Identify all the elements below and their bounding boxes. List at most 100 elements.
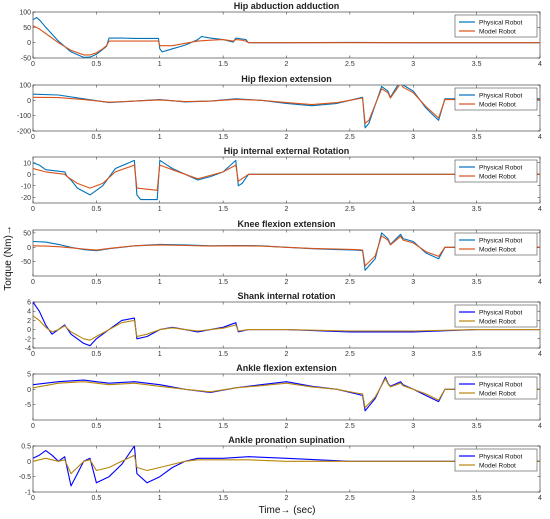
x-tick-label: 2.5 [345, 495, 355, 502]
legend-entry: Model Robot [479, 390, 516, 397]
x-tick-label: 1 [158, 495, 162, 502]
x-tick-label: 2.5 [345, 351, 355, 358]
y-tick-label: 0 [27, 172, 31, 179]
x-tick-label: 0.5 [92, 134, 102, 141]
series-line-2 [33, 25, 540, 56]
x-tick-label: 1.5 [218, 206, 228, 213]
x-tick-label: 1.5 [218, 61, 228, 68]
legend: Physical Robot Model Robot [454, 159, 538, 183]
x-tick-label: 3 [411, 351, 415, 358]
series-line-1 [33, 446, 540, 487]
legend-box [454, 448, 538, 472]
x-tick-label: 0 [31, 495, 35, 502]
subplot-title: Hip abduction adduction [234, 1, 340, 11]
legend-entry: Model Robot [479, 101, 516, 108]
x-tick-label: 4 [538, 495, 542, 502]
x-tick-label: 2.5 [345, 206, 355, 213]
legend-entry: Physical Robot [479, 453, 523, 460]
subplot-title: Ankle pronation supination [228, 435, 345, 445]
y-tick-label: 0.5 [21, 444, 31, 451]
y-tick-label: 6 [27, 300, 31, 307]
legend-entry: Physical Robot [479, 92, 523, 99]
series-line-2 [33, 315, 540, 341]
subplot-4: Knee flexion extension 0 0.5 1 1.5 2 2.5 3 3.5 4 -… [21, 219, 542, 286]
x-tick-label: 3.5 [472, 279, 482, 286]
y-tick-label: 5 [27, 372, 31, 379]
x-tick-label: 3 [411, 495, 415, 502]
series-line-2 [33, 85, 540, 124]
x-tick-label: 3 [411, 423, 415, 430]
x-tick-label: 1.5 [218, 134, 228, 141]
legend: Physical Robot Model Robot [454, 87, 538, 111]
legend-box [454, 159, 538, 183]
x-tick-label: 1 [158, 61, 162, 68]
x-tick-label: 3 [411, 134, 415, 141]
x-tick-label: 2 [285, 134, 289, 141]
subplot-title: Ankle flexion extension [236, 363, 337, 373]
x-tick-label: 1.5 [218, 351, 228, 358]
legend-box [454, 304, 538, 328]
y-tick-label: -100 [17, 113, 31, 120]
subplot-7: Ankle pronation supination 0 0.5 1 1.5 2 2.5 3 3… [19, 435, 542, 502]
x-tick-label: 4 [538, 279, 542, 286]
y-tick-label: -1 [25, 490, 31, 497]
legend-box [454, 232, 538, 256]
legend-box [454, 87, 538, 111]
x-tick-label: 2 [285, 423, 289, 430]
legend: Physical Robot Model Robot [454, 448, 538, 472]
subplot-2: Hip flexion extension 0 0.5 1 1.5 2 2.5 3 3.5 4 -2… [17, 74, 542, 141]
legend-entry: Physical Robot [479, 309, 523, 316]
legend-entry: Physical Robot [479, 381, 523, 388]
x-tick-label: 2 [285, 279, 289, 286]
x-tick-label: 3 [411, 279, 415, 286]
subplot-stack: Hip abduction adduction 0 0.5 1 1.5 2 2.5 3 3.5 4… [17, 1, 542, 502]
figure-xlabel: Time→ (sec) [259, 505, 316, 516]
y-tick-label: 100 [19, 10, 31, 17]
x-tick-label: 0 [31, 351, 35, 358]
y-tick-label: 2 [27, 318, 31, 325]
x-tick-label: 3.5 [472, 61, 482, 68]
x-tick-label: 2 [285, 61, 289, 68]
y-tick-label: -200 [17, 129, 31, 136]
legend-box [454, 14, 538, 38]
series-line-2 [33, 164, 540, 191]
x-tick-label: 3.5 [472, 423, 482, 430]
x-tick-label: 2 [285, 351, 289, 358]
x-tick-label: 3.5 [472, 134, 482, 141]
series-line-1 [33, 16, 540, 58]
figure-ylabel: Torque (Nm)→ [3, 225, 14, 291]
x-tick-label: 3.5 [472, 495, 482, 502]
y-tick-label: 0 [27, 327, 31, 334]
legend: Physical Robot Model Robot [454, 14, 538, 38]
x-tick-label: 3.5 [472, 351, 482, 358]
y-tick-label: 0 [27, 40, 31, 47]
series-line-2 [33, 378, 540, 409]
x-tick-label: 0.5 [92, 61, 102, 68]
x-tick-label: 1 [158, 351, 162, 358]
x-tick-label: 1 [158, 134, 162, 141]
x-tick-label: 0 [31, 206, 35, 213]
legend-entry: Model Robot [479, 246, 516, 253]
x-tick-label: 3.5 [472, 206, 482, 213]
subplot-1: Hip abduction adduction 0 0.5 1 1.5 2 2.5 3 3.5 4… [19, 1, 542, 68]
subplot-6: Ankle flexion extension 0 0.5 1 1.5 2 2.5 3 3.5 4… [25, 363, 542, 430]
x-tick-label: 2.5 [345, 61, 355, 68]
x-tick-label: 2 [285, 206, 289, 213]
x-tick-label: 1.5 [218, 495, 228, 502]
x-tick-label: 1.5 [218, 279, 228, 286]
y-tick-label: 0 [27, 459, 31, 466]
x-tick-label: 0 [31, 279, 35, 286]
subplot-title: Hip flexion extension [241, 74, 332, 84]
y-tick-label: 0 [27, 387, 31, 394]
series-line-2 [33, 454, 540, 475]
y-tick-label: 50 [23, 230, 31, 237]
x-tick-label: 4 [538, 206, 542, 213]
x-tick-label: 0.5 [92, 495, 102, 502]
subplot-title: Hip internal external Rotation [224, 146, 350, 156]
y-tick-label: 0 [27, 98, 31, 105]
x-tick-label: 2.5 [345, 134, 355, 141]
x-tick-label: 4 [538, 61, 542, 68]
x-tick-label: 0.5 [92, 206, 102, 213]
x-tick-label: 4 [538, 351, 542, 358]
y-tick-label: -50 [21, 56, 31, 63]
